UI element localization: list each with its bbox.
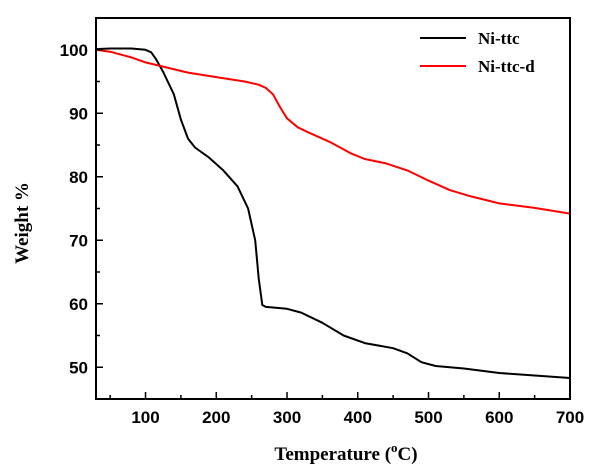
y-axis-title: Weight % [12,182,33,264]
x-tick-label: 400 [344,408,372,427]
x-axis-unit-sup: o [391,440,398,455]
y-tick-label: 90 [69,104,88,123]
x-tick-label: 500 [414,408,442,427]
series-line-ni-ttc [95,47,571,379]
y-tick-label: 80 [69,168,88,187]
legend: Ni-ttc Ni-ttc-d [420,29,535,76]
y-tick-label: 70 [69,231,88,250]
axes: 100 200 300 400 500 600 700 50 60 70 80 90 100 [60,17,584,427]
legend-label: Ni-ttc [478,29,520,48]
plot-area [95,47,571,379]
series-line-ni-ttc-d [95,48,571,215]
x-axis-title-text: Temperature [274,444,380,465]
x-tick-label: 300 [273,408,301,427]
y-tick-label: 50 [69,358,88,377]
x-axis-title: Temperature (oC) [274,440,417,465]
y-tick-label: 60 [69,295,88,314]
legend-label: Ni-ttc-d [478,57,535,76]
x-tick-label: 100 [131,408,159,427]
x-tick-label: 700 [556,408,584,427]
y-tick-label: 100 [60,41,88,60]
x-axis-unit: C) [398,444,418,465]
x-tick-label: 200 [202,408,230,427]
x-tick-label: 600 [485,408,513,427]
